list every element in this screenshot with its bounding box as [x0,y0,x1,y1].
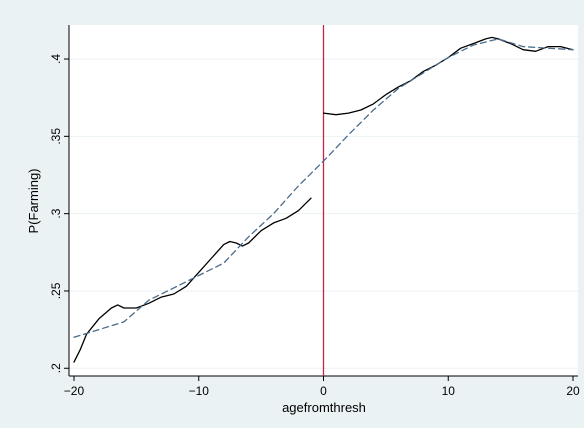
series-lines [73,25,574,376]
y-tick-label: .2 [49,363,63,373]
axes: .2 .25 .3 .35 .4 −20 −10 0 10 20 [49,25,580,398]
fitted-dashed-line [73,38,574,338]
x-tick-label: 0 [320,384,327,398]
x-tick-label: −10 [189,384,210,398]
x-tick-label: 10 [442,384,456,398]
solid-line-segment-2 [322,36,574,116]
x-tick-label: 20 [566,384,580,398]
x-axis-label: agefromthresh [282,400,366,415]
y-tick-label: .4 [49,54,63,64]
y-axis-label: P(Farming) [26,168,41,233]
x-tick-label: −20 [64,384,85,398]
y-tick-label: .25 [49,282,63,299]
y-tick-label: .35 [49,128,63,145]
y-tick-label: .3 [49,208,63,218]
solid-line-segment-1 [73,197,312,363]
